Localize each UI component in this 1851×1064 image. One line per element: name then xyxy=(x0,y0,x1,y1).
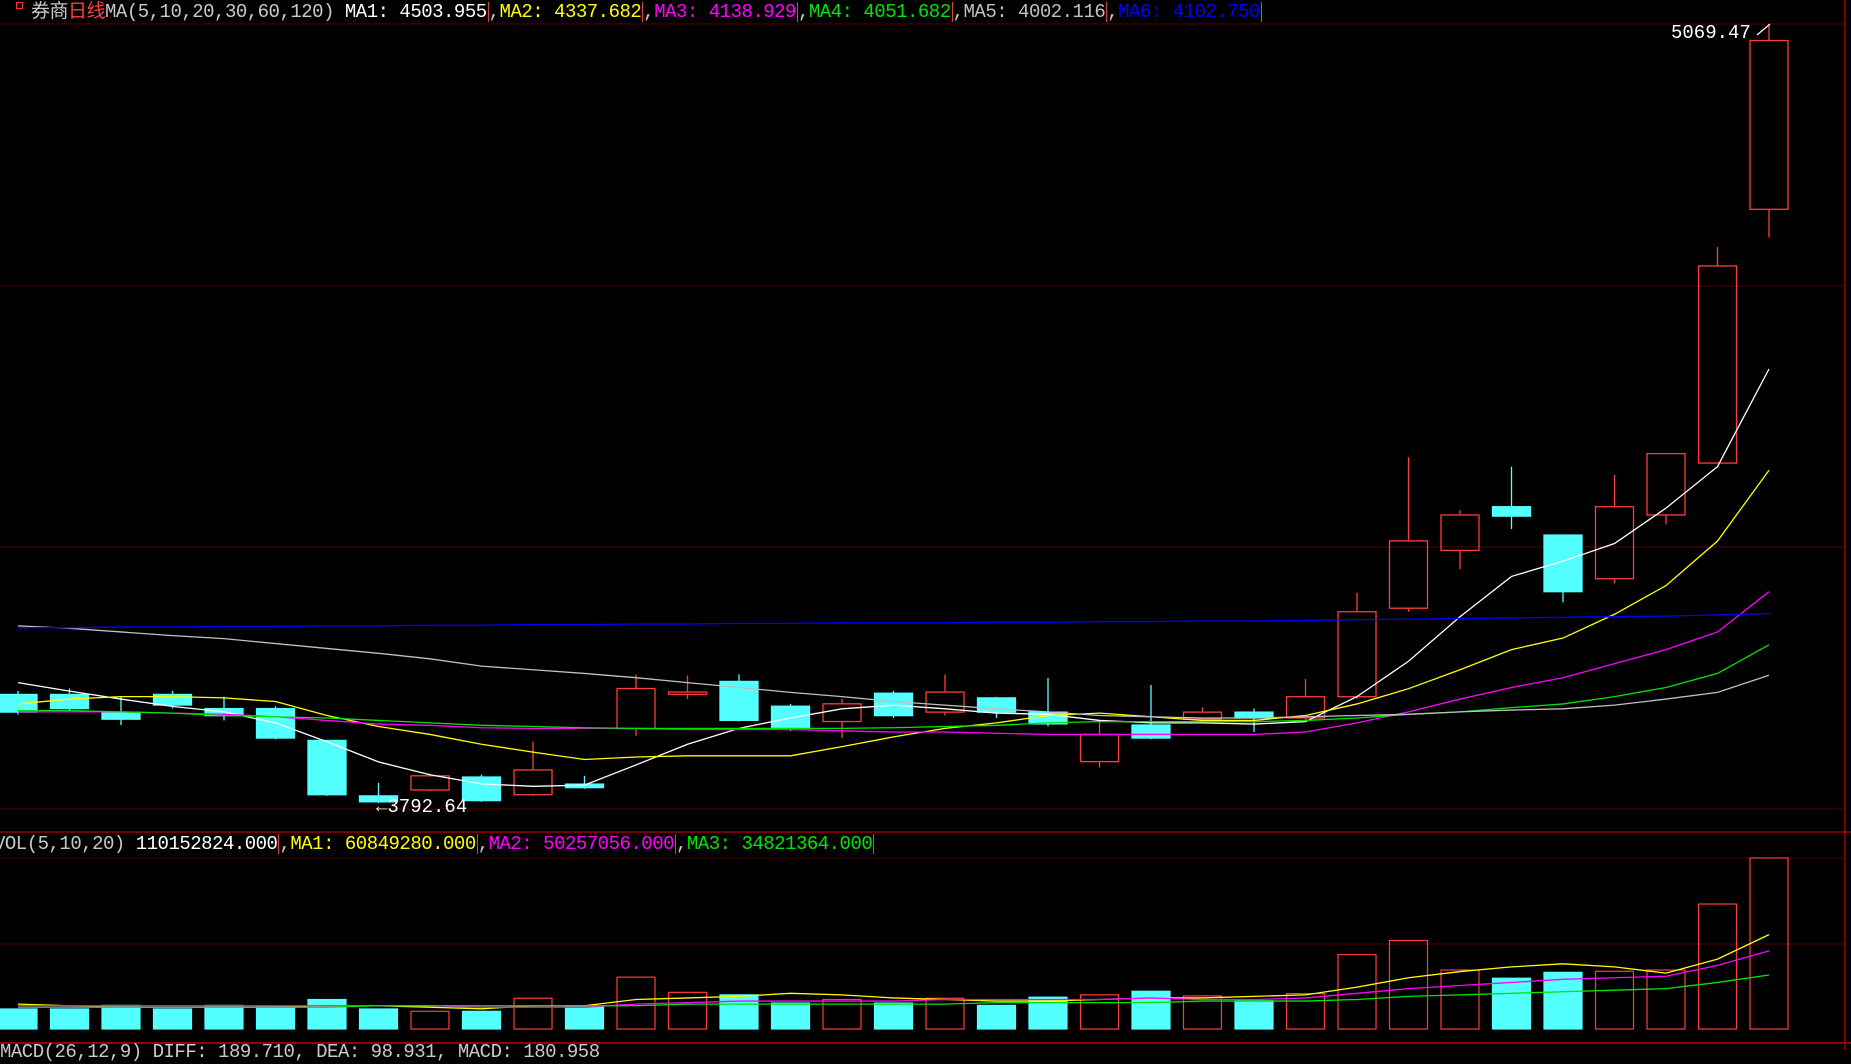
ma-ma5-value: 4002.116 xyxy=(1018,1,1106,23)
volume-bar xyxy=(101,1004,141,1030)
price-ma4-line xyxy=(18,644,1770,729)
candle-body xyxy=(1182,711,1223,720)
high-price-label: 5069.47 xyxy=(1671,22,1751,44)
high-pointer xyxy=(1756,23,1771,36)
volume-bar xyxy=(770,1002,811,1030)
volume-bar xyxy=(822,998,862,1030)
title-period: 日线 xyxy=(68,1,106,23)
volume-bar xyxy=(1440,969,1480,1030)
volume-bar xyxy=(1697,903,1738,1030)
volume-bar xyxy=(0,1008,38,1030)
ma-ma2-label: MA2 xyxy=(499,1,533,23)
candle-body xyxy=(667,691,708,696)
volume-bar xyxy=(461,1010,502,1030)
volume-bar xyxy=(564,1006,605,1030)
candle-body xyxy=(1440,514,1480,552)
price-header: 券商日线MA(5,10,20,30,60,120) MA1: 4503.955,… xyxy=(0,0,1262,24)
vol-ma1-value: 60849280.000 xyxy=(344,833,476,855)
volume-bar xyxy=(1646,969,1686,1030)
volume-bar xyxy=(1543,971,1583,1030)
ma-ma4-value: 4051.682 xyxy=(863,1,951,23)
volume-bar xyxy=(1594,970,1635,1030)
volume-bar xyxy=(513,997,553,1030)
vol-label: VOL(5,10,20) xyxy=(0,833,125,855)
volume-bar xyxy=(358,1008,399,1030)
candle-body xyxy=(101,711,141,720)
vol-ma1-label: MA1 xyxy=(290,833,324,855)
candle-body xyxy=(1543,534,1583,593)
volume-bar xyxy=(1182,995,1223,1030)
price-ma1-line xyxy=(17,368,1770,787)
volume-bar xyxy=(1131,990,1171,1030)
candle-body xyxy=(49,693,90,710)
ma-ma1-value: 4503.955 xyxy=(399,1,487,23)
price-ma6-line xyxy=(18,612,1770,629)
low-price-label: ←3792.64 xyxy=(376,796,468,818)
volume-bar xyxy=(49,1008,90,1030)
volume-bar xyxy=(976,1004,1017,1030)
candle-body xyxy=(307,739,347,796)
candle-body xyxy=(1491,506,1532,517)
ma-ma4-label: MA4 xyxy=(808,1,842,23)
ma-ma3-label: MA3 xyxy=(654,1,687,23)
vol-header: VOL(5,10,20) 110152824.000 ,MA1: 60849280… xyxy=(0,832,875,856)
ma-ma6-value: 4102.750 xyxy=(1172,1,1261,23)
candle-body xyxy=(1131,724,1171,739)
ma-ma6-label: MA6 xyxy=(1118,1,1151,23)
vol-ma3-label: MA3 xyxy=(686,833,720,855)
candle-body xyxy=(925,691,965,713)
candle-body xyxy=(358,795,399,803)
candle-body xyxy=(1337,611,1377,698)
candle-body xyxy=(1594,506,1635,580)
candle-body xyxy=(461,776,502,802)
ma-ma1-label: MA1 xyxy=(344,1,378,23)
volume-bar xyxy=(1285,993,1326,1030)
price-ma3-line xyxy=(18,591,1770,736)
title-marker-icon xyxy=(16,2,23,9)
volume-bar xyxy=(152,1008,193,1030)
volume-bar xyxy=(925,997,965,1030)
ma-ma2-value: 4337.682 xyxy=(554,1,642,23)
volume-bar xyxy=(1079,994,1120,1030)
ma-ma5-label: MA5 xyxy=(963,1,997,23)
title-security: 券商 xyxy=(31,1,69,23)
candle-body xyxy=(513,769,553,796)
volume-bar xyxy=(410,1010,450,1030)
volume-bar xyxy=(307,998,347,1030)
volume-bar xyxy=(1388,939,1429,1030)
volume-bar xyxy=(204,1004,244,1030)
volume-bar xyxy=(1234,1000,1274,1030)
volume-bar xyxy=(1028,996,1068,1030)
vol-ma3-value: 34821364.000 xyxy=(741,833,873,855)
candle-body xyxy=(1079,733,1120,763)
ma-label: MA(5,10,20,30,60,120) xyxy=(105,1,334,23)
candle-body xyxy=(1285,696,1326,719)
volume-bar xyxy=(667,991,708,1030)
vol-ma2-value: 50257056.000 xyxy=(543,833,674,855)
vol-ma2-label: MA2 xyxy=(488,833,522,855)
candle-body xyxy=(1697,265,1738,464)
candle-body xyxy=(873,692,914,717)
volume-bar xyxy=(1491,977,1532,1030)
volume-bar xyxy=(616,976,656,1030)
macd-header: MACD(26,12,9) DIFF: 189.710, DEA: 98.931… xyxy=(0,1041,600,1063)
volume-ma3-line xyxy=(18,974,1770,1008)
candle-body xyxy=(1646,452,1686,516)
volume-ma2-line xyxy=(18,950,1770,1008)
vol-value: 110152824.000 xyxy=(135,833,278,855)
price-ma5-line xyxy=(17,625,1770,719)
volume-bar xyxy=(255,1006,296,1030)
candle-body xyxy=(410,775,450,791)
price-ma2-line xyxy=(17,469,1770,761)
ma-ma3-value: 4138.929 xyxy=(708,1,797,23)
candle-body xyxy=(152,693,193,706)
candle-body xyxy=(1749,39,1789,210)
candle-body xyxy=(822,703,862,723)
volume-bar xyxy=(873,1002,914,1030)
volume-bar xyxy=(719,994,759,1030)
candle-body xyxy=(616,687,656,730)
candle-body xyxy=(1388,540,1429,609)
